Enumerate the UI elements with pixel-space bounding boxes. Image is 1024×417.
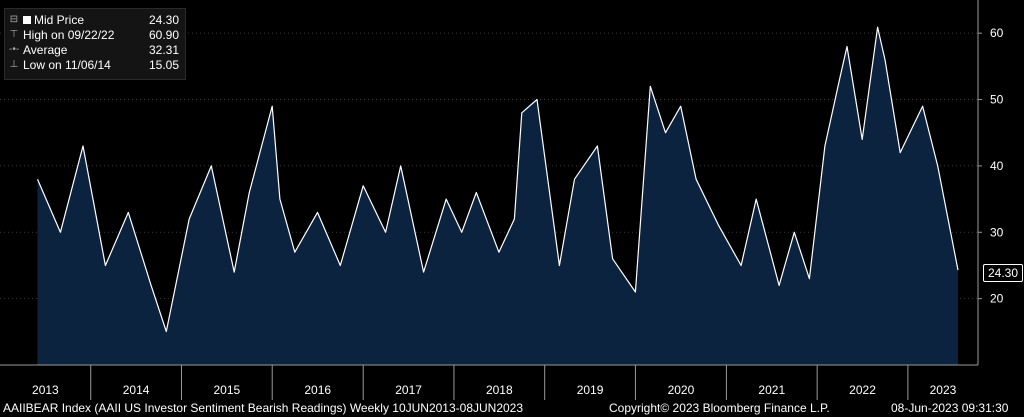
- timestamp: 08-Jun-2023 09:31:30: [891, 401, 1009, 415]
- legend-value: 15.05: [149, 58, 180, 72]
- legend: ⊟ Mid Price 24.30 ⊤ High on 09/22/22 60.…: [4, 8, 186, 80]
- y-tick-label: 20: [990, 292, 1004, 306]
- legend-value: 32.31: [149, 43, 180, 57]
- legend-label: Mid Price: [34, 13, 85, 27]
- series-area: [37, 27, 958, 365]
- legend-label: Low on 11/06/14: [23, 58, 111, 72]
- legend-value: 24.30: [149, 13, 180, 27]
- x-tick-label: 2019: [577, 383, 604, 397]
- collapse-icon[interactable]: ⊟: [9, 14, 19, 25]
- series-line: [36, 26, 959, 333]
- x-tick-label: 2020: [668, 383, 695, 397]
- footer-bar: AAIIBEAR Index (AAII US Investor Sentime…: [0, 400, 1024, 417]
- x-tick-label: 2015: [213, 383, 240, 397]
- x-tick-label: 2023: [930, 383, 957, 397]
- low-marker-icon: ⊥: [9, 59, 19, 70]
- last-value-badge: 24.30: [983, 264, 1023, 282]
- high-marker-icon: ⊤: [9, 29, 19, 40]
- x-tick-label: 2018: [486, 383, 513, 397]
- series-swatch-icon: [23, 16, 31, 24]
- copyright-text: Copyright© 2023 Bloomberg Finance L.P.: [609, 401, 830, 415]
- x-tick-label: 2016: [304, 383, 331, 397]
- y-tick-label: 50: [990, 93, 1004, 107]
- series-description: AAIIBEAR Index (AAII US Investor Sentime…: [3, 401, 524, 415]
- y-axis: 20 30 40 50 60: [978, 26, 1004, 306]
- legend-value: 60.90: [149, 28, 180, 42]
- x-tick-label: 2014: [123, 383, 150, 397]
- y-tick-label: 60: [990, 26, 1004, 40]
- y-tick-label: 30: [990, 225, 1004, 239]
- x-axis: 2013 2014 2015 2016 2017 2018 2019 2020 2021 2022…: [32, 365, 957, 400]
- legend-label: Average: [23, 43, 68, 57]
- x-tick-label: 2017: [395, 383, 422, 397]
- x-tick-label: 2013: [32, 383, 59, 397]
- average-marker-icon: -•-: [9, 44, 20, 55]
- x-tick-label: 2021: [758, 383, 785, 397]
- legend-label: High on 09/22/22: [23, 28, 115, 42]
- y-tick-label: 40: [990, 159, 1004, 173]
- x-tick-label: 2022: [849, 383, 876, 397]
